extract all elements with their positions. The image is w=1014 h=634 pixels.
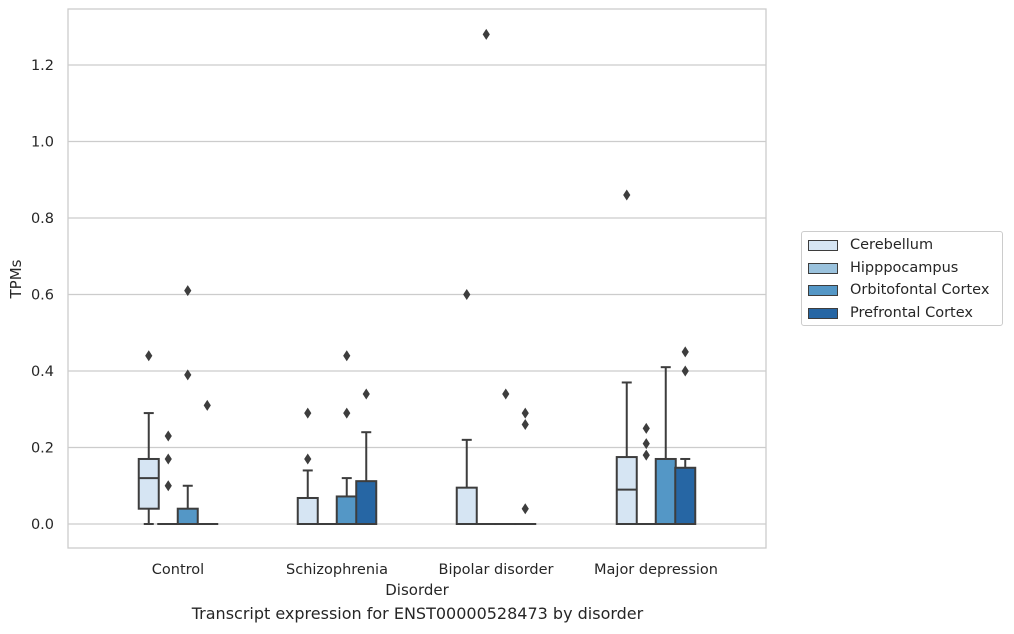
box-group bbox=[514, 407, 537, 526]
y-tick-label: 0.0 bbox=[31, 517, 54, 533]
outlier-point bbox=[521, 503, 529, 515]
x-tick-label: Major depression bbox=[594, 562, 718, 578]
x-axis-ticks: Control Schizophrenia Bipolar disorder Majo… bbox=[152, 562, 718, 578]
gridlines bbox=[68, 64, 766, 525]
outlier-point bbox=[164, 480, 172, 492]
box-group bbox=[635, 422, 658, 526]
box-group bbox=[157, 430, 180, 526]
legend-item-prefrontal-cortex: Prefrontal Cortex bbox=[808, 304, 973, 322]
outlier-point bbox=[642, 422, 650, 434]
legend-swatch bbox=[808, 239, 838, 251]
outlier-point bbox=[642, 438, 650, 450]
x-tick-label: Bipolar disorder bbox=[439, 562, 554, 578]
x-tick-label: Control bbox=[152, 562, 204, 578]
box-group bbox=[137, 350, 160, 525]
legend-label: Orbitofontal Cortex bbox=[850, 282, 990, 298]
outlier-point bbox=[304, 407, 312, 419]
x-axis-label: Disorder bbox=[385, 581, 449, 599]
box-group bbox=[355, 388, 378, 526]
legend-item-cerebellum: Cerebellum bbox=[808, 236, 933, 254]
box bbox=[355, 480, 378, 526]
y-tick-label: 0.8 bbox=[31, 211, 54, 227]
y-axis-label: TPMs bbox=[7, 259, 25, 299]
outlier-point bbox=[502, 388, 510, 400]
outlier-point bbox=[681, 365, 689, 377]
box bbox=[674, 466, 697, 525]
box-group bbox=[475, 28, 498, 526]
boxes bbox=[137, 28, 697, 526]
legend: Cerebellum Hipppocampus Orbitofontal Cor… bbox=[801, 231, 1003, 326]
y-tick-label: 1.2 bbox=[31, 58, 54, 74]
y-tick-label: 1.0 bbox=[31, 135, 54, 151]
y-axis-ticks: 0.0 0.2 0.4 0.6 0.8 1.0 1.2 bbox=[31, 58, 54, 533]
box-group bbox=[455, 289, 478, 526]
outlier-point bbox=[521, 407, 529, 419]
y-tick-label: 0.6 bbox=[31, 288, 54, 304]
box bbox=[455, 486, 478, 526]
legend-swatch bbox=[808, 262, 838, 274]
box-group bbox=[674, 346, 697, 525]
legend-swatch bbox=[808, 307, 838, 319]
outlier-point bbox=[184, 369, 192, 381]
legend-item-hippocampus: Hipppocampus bbox=[808, 259, 958, 277]
outlier-point bbox=[681, 346, 689, 358]
legend-item-orbitofrontal-cortex: Orbitofontal Cortex bbox=[808, 281, 989, 299]
box-group bbox=[615, 189, 638, 525]
outlier-point bbox=[184, 285, 192, 297]
box bbox=[176, 507, 199, 526]
box bbox=[296, 496, 319, 525]
legend-label: Hipppocampus bbox=[850, 260, 959, 276]
box bbox=[335, 495, 358, 525]
legend-label: Cerebellum bbox=[850, 237, 934, 253]
outlier-point bbox=[164, 453, 172, 465]
box-group bbox=[335, 350, 358, 525]
box-group bbox=[654, 366, 677, 526]
legend-label: Prefrontal Cortex bbox=[850, 305, 973, 321]
legend-swatch bbox=[808, 284, 838, 296]
outlier-point bbox=[623, 189, 631, 201]
box-group bbox=[176, 285, 199, 526]
outlier-point bbox=[362, 388, 370, 400]
outlier-point bbox=[642, 449, 650, 461]
y-tick-label: 0.4 bbox=[31, 364, 54, 380]
chart-title: Transcript expression for ENST0000052847… bbox=[191, 604, 644, 623]
box-group bbox=[494, 388, 517, 526]
outlier-point bbox=[343, 407, 351, 419]
outlier-point bbox=[203, 399, 211, 411]
outlier-point bbox=[482, 28, 490, 40]
outlier-point bbox=[521, 419, 529, 431]
box-group bbox=[296, 407, 319, 525]
box-group bbox=[196, 399, 219, 526]
outlier-point bbox=[343, 350, 351, 362]
plot-area-frame bbox=[67, 8, 767, 549]
outlier-point bbox=[463, 289, 471, 300]
outlier-point bbox=[304, 453, 312, 465]
box bbox=[137, 457, 160, 510]
y-tick-label: 0.2 bbox=[31, 441, 54, 457]
outlier-point bbox=[145, 350, 153, 362]
outlier-point bbox=[164, 430, 172, 442]
box bbox=[654, 457, 677, 526]
x-tick-label: Schizophrenia bbox=[286, 562, 388, 578]
